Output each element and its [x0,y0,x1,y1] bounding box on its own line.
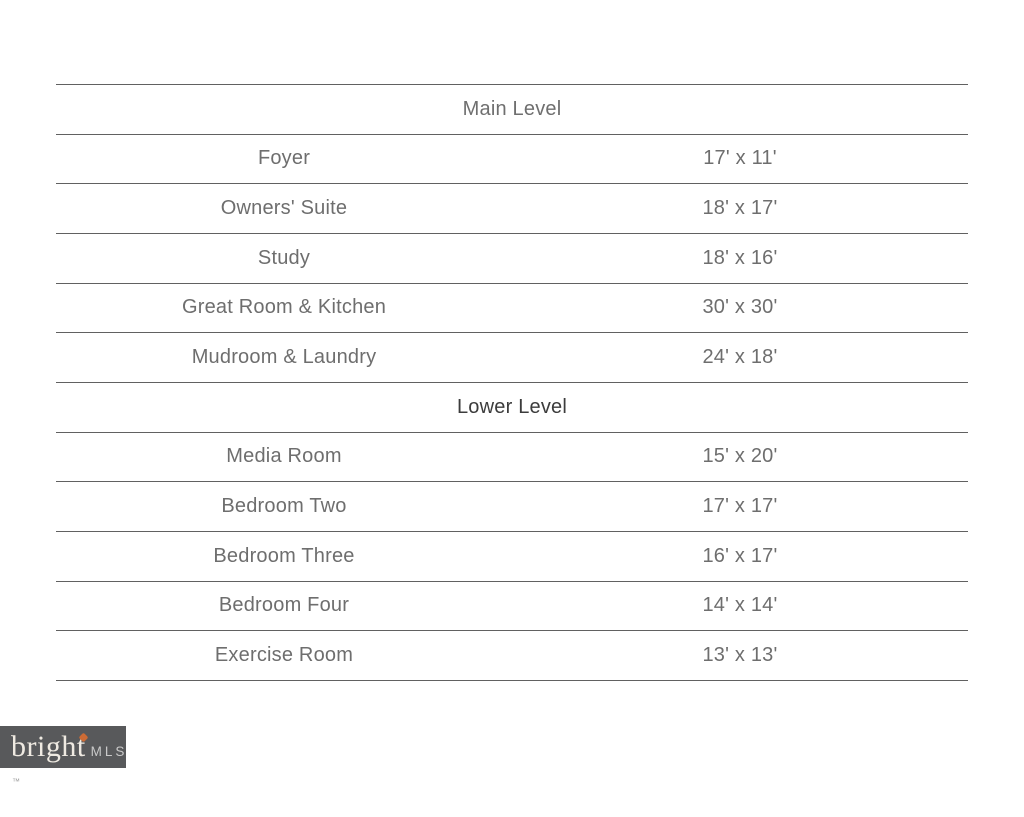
room-dimensions: 17' x 17' [702,495,778,518]
room-row: Bedroom Four 14' x 14' [56,580,968,631]
room-name: Exercise Room [214,644,354,667]
room-dimensions: 14' x 14' [702,594,778,617]
room-dimensions: 13' x 13' [702,644,778,667]
room-name: Bedroom Two [221,495,347,518]
room-name: Bedroom Three [213,544,355,567]
section-header-label: Main Level [462,97,562,120]
room-name: Media Room [226,445,342,468]
room-row: Study 18' x 16' [56,232,968,283]
room-name: Great Room & Kitchen [181,296,387,319]
room-dimensions: 16' x 17' [702,544,778,567]
trademark-symbol: ™ [12,777,21,786]
room-dimensions-table: Main Level Foyer 17' x 11' Owners' Suite 18'… [56,84,968,681]
room-dimensions: 30' x 30' [702,296,778,319]
section-header-row: Main Level [56,84,968,134]
room-name: Study [257,246,311,269]
room-dimensions: 18' x 16' [702,246,778,269]
room-name: Mudroom & Laundry [191,346,377,369]
room-row: Bedroom Two 17' x 17' [56,481,968,531]
room-name: Bedroom Four [218,594,350,617]
brightmls-logo: bright ™ MLS [0,726,128,786]
room-dimensions: 18' x 17' [702,197,778,220]
section-header-row: Lower Level [56,381,968,432]
brightmls-logo-text: bright [11,730,86,763]
room-row: Media Room 15' x 20' [56,431,968,482]
room-dimensions: 17' x 11' [703,147,777,170]
section-header-label: Lower Level [456,395,568,418]
brightmls-logo-wordmark: bright ™ [11,726,89,817]
room-dimensions: 24' x 18' [702,346,778,369]
room-name: Owners' Suite [220,197,348,220]
room-row: Owners' Suite 18' x 17' [56,183,968,233]
room-row: Great Room & Kitchen 30' x 30' [56,282,968,333]
room-row: Exercise Room 13' x 13' [56,630,968,680]
brightmls-logo-mls-text: MLS [90,744,128,759]
room-name: Foyer [257,147,311,170]
room-row: Foyer 17' x 11' [56,133,968,184]
room-row: Mudroom & Laundry 24' x 18' [56,332,968,382]
room-row: Bedroom Three 16' x 17' [56,530,968,581]
room-dimensions: 15' x 20' [702,445,778,468]
